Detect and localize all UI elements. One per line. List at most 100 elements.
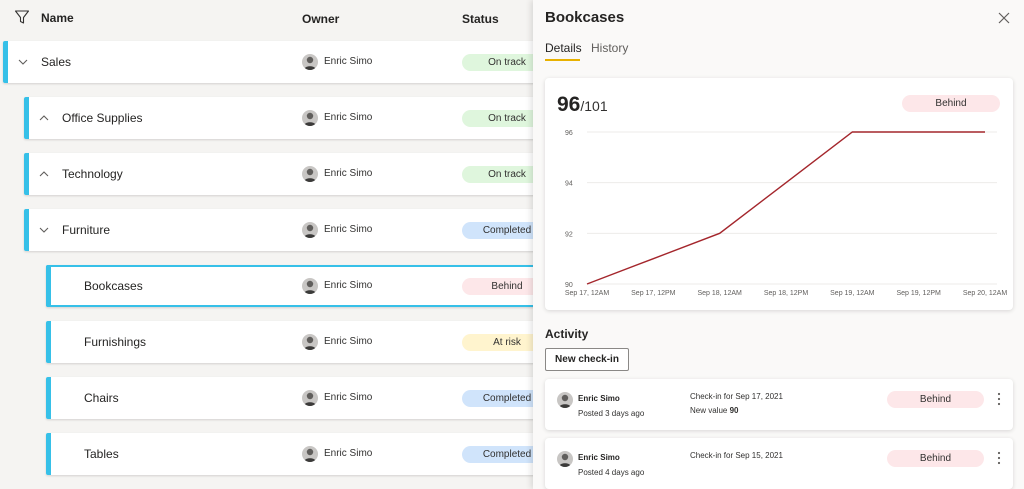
row-name: Tables	[84, 447, 119, 461]
list-row-sales[interactable]: Sales Enric Simo On track	[3, 41, 540, 83]
list-row-office-supplies[interactable]: Office Supplies Enric Simo On track	[24, 97, 540, 139]
list-row-furnishings[interactable]: Furnishings Enric Simo At risk	[46, 321, 540, 363]
row-owner: Enric Simo	[324, 336, 373, 347]
more-options-icon[interactable]	[994, 391, 1004, 407]
chevron-up-icon[interactable]	[38, 112, 50, 124]
status-badge: Behind	[887, 391, 984, 408]
tab-history[interactable]: History	[591, 41, 629, 55]
avatar	[557, 451, 573, 467]
new-value-number: 90	[729, 406, 739, 415]
status-badge: Completed	[462, 446, 540, 463]
row-owner: Enric Simo	[324, 448, 373, 459]
activity-author: Enric Simo	[578, 394, 620, 403]
x-tick-label: Sep 19, 12AM	[830, 290, 875, 297]
list-row-furniture[interactable]: Furniture Enric Simo Completed	[24, 209, 540, 251]
list-row-technology[interactable]: Technology Enric Simo On track	[24, 153, 540, 195]
row-name: Furniture	[62, 223, 111, 237]
row-accent-bar	[46, 433, 51, 475]
activity-checkin: Check-in for Sep 17, 2021	[690, 392, 783, 401]
chevron-up-icon[interactable]	[38, 168, 50, 180]
row-name: Sales	[41, 55, 72, 69]
row-accent-bar	[24, 97, 29, 139]
more-options-icon[interactable]	[994, 450, 1004, 466]
avatar	[302, 334, 318, 350]
x-tick-label: Sep 19, 12PM	[896, 290, 941, 297]
activity-item: Enric Simo Posted 4 days ago Check-in fo…	[545, 438, 1013, 489]
list-row-tables[interactable]: Tables Enric Simo Completed	[46, 433, 540, 475]
current-value-number: 96	[557, 93, 581, 116]
filter-icon[interactable]	[14, 9, 30, 25]
row-owner: Enric Simo	[324, 168, 373, 179]
column-header-name[interactable]: Name	[41, 11, 74, 25]
row-name: Chairs	[84, 391, 119, 405]
avatar	[302, 278, 318, 294]
avatar	[302, 166, 318, 182]
activity-posted: Posted 3 days ago	[578, 409, 645, 418]
current-value: 96/101	[557, 93, 608, 117]
series-line	[586, 131, 985, 285]
x-tick-label: Sep 18, 12AM	[697, 290, 742, 297]
avatar	[302, 110, 318, 126]
activity-checkin: Check-in for Sep 15, 2021	[690, 451, 783, 460]
chevron-down-icon[interactable]	[17, 56, 29, 68]
row-accent-bar	[24, 209, 29, 251]
y-tick-label: 92	[565, 231, 573, 238]
y-tick-label: 94	[565, 181, 573, 188]
status-badge: On track	[462, 54, 540, 71]
column-header-owner[interactable]: Owner	[302, 12, 340, 26]
row-accent-bar	[46, 321, 51, 363]
x-tick-label: Sep 18, 12PM	[764, 290, 809, 297]
x-tick-label: Sep 17, 12PM	[631, 290, 676, 297]
avatar	[302, 54, 318, 70]
status-badge: Behind	[902, 95, 1000, 112]
activity-posted: Posted 4 days ago	[578, 468, 645, 477]
new-checkin-button[interactable]: New check-in	[545, 348, 629, 371]
row-accent-bar	[46, 265, 51, 307]
column-header-status[interactable]: Status	[462, 12, 499, 26]
x-tick-label: Sep 20, 12AM	[963, 290, 1008, 297]
row-accent-bar	[3, 41, 8, 83]
y-tick-label: 96	[565, 130, 573, 137]
activity-new-value: New value 90	[690, 406, 739, 415]
details-panel: Bookcases Details History 96/101 Behind …	[533, 0, 1024, 489]
row-accent-bar	[24, 153, 29, 195]
row-name: Technology	[62, 167, 123, 181]
close-icon[interactable]	[997, 11, 1011, 25]
avatar	[557, 392, 573, 408]
row-accent-bar	[46, 377, 51, 419]
x-tick-label: Sep 17, 12AM	[565, 290, 610, 297]
status-badge: At risk	[462, 334, 540, 351]
row-name: Office Supplies	[62, 111, 143, 125]
row-owner: Enric Simo	[324, 392, 373, 403]
chevron-down-icon[interactable]	[38, 224, 50, 236]
avatar	[302, 390, 318, 406]
row-owner: Enric Simo	[324, 224, 373, 235]
target-value: /101	[580, 98, 608, 114]
avatar	[302, 446, 318, 462]
objectives-list: Name Owner Status Sales Enric Simo On trac…	[0, 0, 540, 475]
list-header: Name Owner Status	[0, 0, 540, 36]
tab-details[interactable]: Details	[545, 41, 582, 55]
row-owner: Enric Simo	[324, 280, 373, 291]
avatar	[302, 222, 318, 238]
row-owner: Enric Simo	[324, 112, 373, 123]
row-name: Bookcases	[84, 279, 143, 293]
status-badge: Behind	[887, 450, 984, 467]
status-badge: Completed	[462, 390, 540, 407]
activity-title: Activity	[545, 327, 589, 341]
y-tick-label: 90	[565, 282, 573, 289]
status-badge: On track	[462, 166, 540, 183]
activity-author: Enric Simo	[578, 453, 620, 462]
status-badge: Behind	[462, 278, 540, 295]
status-badge: Completed	[462, 222, 540, 239]
row-name: Furnishings	[84, 335, 147, 349]
new-value-label: New value	[690, 406, 728, 415]
status-badge: On track	[462, 110, 540, 127]
list-row-bookcases[interactable]: Bookcases Enric Simo Behind	[46, 265, 540, 307]
panel-title: Bookcases	[545, 9, 625, 26]
progress-chart-card: 96/101 Behind 96 94 92 90 Sep 17, 12AM Sep 17…	[545, 78, 1013, 310]
list-row-chairs[interactable]: Chairs Enric Simo Completed	[46, 377, 540, 419]
active-tab-indicator	[545, 59, 580, 61]
activity-item: Enric Simo Posted 3 days ago Check-in fo…	[545, 379, 1013, 430]
